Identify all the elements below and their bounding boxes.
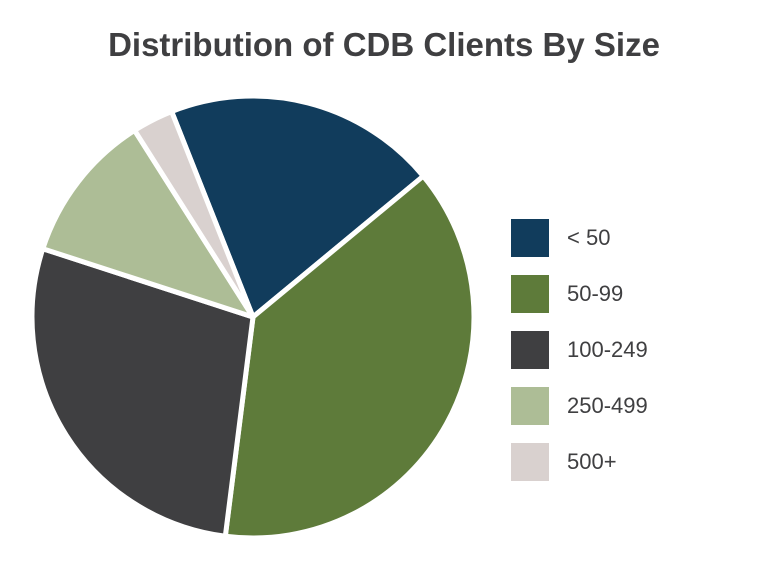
legend-label: 100-249 — [567, 337, 648, 362]
pie-slice-3 — [40, 127, 256, 320]
pie-slice-0 — [169, 93, 426, 320]
legend-swatch — [511, 443, 549, 481]
chart-title: Distribution of CDB Clients By Size — [108, 26, 660, 63]
legend-label: 500+ — [567, 449, 617, 474]
legend-item-4: 500+ — [511, 443, 648, 481]
legend: < 50 50-99 100-249 250-499 500+ — [511, 219, 648, 499]
legend-swatch — [511, 331, 549, 369]
pie-slice-4 — [132, 109, 256, 320]
legend-item-0: < 50 — [511, 219, 648, 257]
legend-swatch — [511, 219, 549, 257]
pie-slice-2 — [29, 246, 256, 539]
legend-swatch — [511, 387, 549, 425]
legend-item-1: 50-99 — [511, 275, 648, 313]
legend-item-3: 250-499 — [511, 387, 648, 425]
pie-slice-1 — [222, 173, 477, 541]
pie-slices — [29, 93, 477, 541]
legend-label: < 50 — [567, 225, 611, 250]
legend-label: 50-99 — [567, 281, 624, 306]
legend-swatch — [511, 275, 549, 313]
legend-item-2: 100-249 — [511, 331, 648, 369]
legend-label: 250-499 — [567, 393, 648, 418]
